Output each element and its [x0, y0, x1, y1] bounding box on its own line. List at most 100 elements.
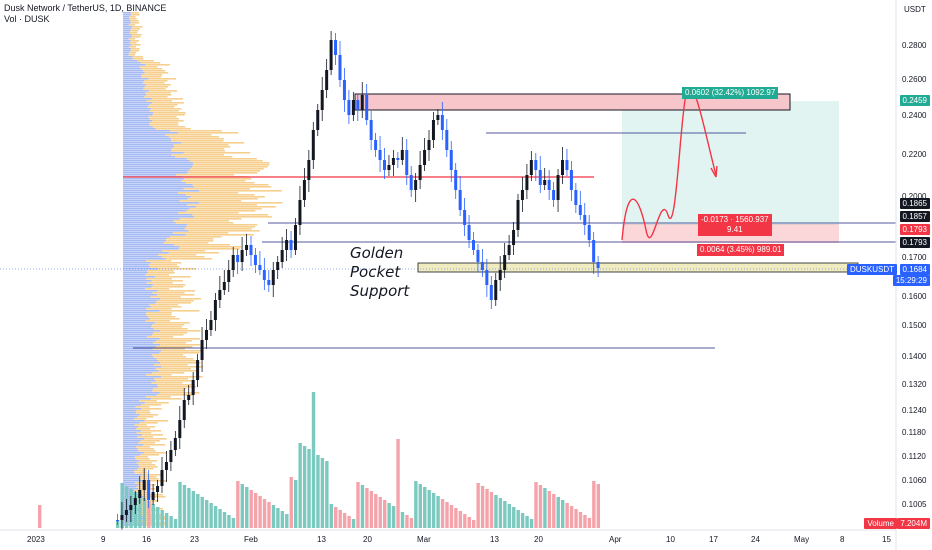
profile-row-sell — [130, 48, 140, 50]
profile-row-buy — [123, 468, 138, 470]
profile-row-sell — [149, 118, 179, 120]
profile-row-sell — [147, 270, 174, 272]
candle-body — [472, 240, 475, 250]
profile-row-buy — [123, 54, 129, 56]
profile-row-sell — [153, 332, 188, 334]
profile-row-sell — [145, 92, 171, 94]
target-price-tag: 0.2459 — [899, 95, 930, 106]
price-tick-label: 0.1700 — [902, 253, 927, 262]
golden-pocket-annotation[interactable]: Golden Pocket Support — [350, 244, 409, 301]
profile-row-buy — [123, 56, 133, 58]
profile-row-sell — [181, 180, 246, 182]
time-tick-label: Feb — [244, 535, 258, 544]
profile-row-sell — [146, 94, 172, 96]
candle-body — [360, 95, 364, 110]
profile-row-buy — [123, 418, 135, 420]
volume-bar — [329, 504, 333, 528]
golden-pocket-box[interactable] — [417, 262, 859, 273]
target-measure-label[interactable]: 0.0602 (32.42%) 1092.97 — [682, 87, 779, 99]
price-tick-label: 0.1500 — [902, 321, 927, 330]
profile-row-buy — [123, 312, 147, 314]
profile-row-sell — [140, 478, 159, 480]
stop-measure-label[interactable]: -0.0173 · 1560.937 9.41 — [698, 214, 772, 236]
profile-row-sell — [157, 290, 196, 292]
profile-row-sell — [157, 360, 197, 362]
profile-row-sell — [132, 58, 144, 60]
profile-row-buy — [123, 266, 150, 268]
candle-body — [187, 395, 191, 400]
profile-row-buy — [123, 374, 147, 376]
profile-row-sell — [180, 142, 245, 144]
candle-body — [561, 160, 564, 175]
volume-bar — [494, 495, 498, 528]
resistance-box[interactable] — [354, 93, 791, 111]
profile-row-sell — [150, 108, 182, 110]
profile-row-buy — [123, 432, 137, 434]
volume-bar — [507, 504, 511, 528]
profile-row-sell — [166, 240, 214, 242]
volume-bar — [592, 481, 596, 528]
volume-bar — [302, 446, 307, 528]
profile-row-sell — [139, 414, 159, 416]
profile-row-buy — [123, 368, 156, 370]
profile-row-buy — [123, 524, 143, 526]
profile-row-buy — [123, 88, 144, 90]
profile-row-sell — [153, 342, 187, 344]
profile-row-sell — [142, 82, 165, 84]
candle-body — [249, 245, 253, 255]
profile-row-sell — [160, 362, 201, 364]
profile-row-buy — [123, 184, 193, 186]
profile-row-sell — [151, 354, 184, 356]
profile-row-buy — [123, 36, 132, 38]
current-symbol-tag: DUSKUSDT — [846, 264, 897, 275]
volume-indicator-title[interactable]: Vol · DUSK — [4, 14, 50, 24]
candle-body — [569, 170, 573, 190]
volume-label-tag: Volume — [864, 518, 897, 529]
symbol-title[interactable]: Dusk Network / TetherUS, 1D, BINANCE — [4, 3, 167, 13]
profile-row-buy — [123, 394, 157, 396]
profile-row-sell — [178, 248, 240, 250]
time-tick-label: 20 — [363, 535, 372, 544]
volume-bar — [405, 515, 409, 528]
price-tick-label: 0.2000 — [902, 192, 927, 201]
profile-row-buy — [123, 178, 185, 180]
candle-body — [200, 340, 204, 360]
candle-body — [320, 90, 324, 110]
candle-body — [552, 190, 556, 200]
price-tick-label: 0.1005 — [902, 500, 927, 509]
candle-body — [512, 230, 516, 245]
profile-row-sell — [137, 448, 154, 450]
candle-body — [116, 520, 119, 521]
profile-row-sell — [159, 330, 201, 332]
volume-bar — [142, 498, 147, 528]
profile-row-sell — [130, 40, 140, 42]
profile-row-sell — [186, 210, 256, 212]
profile-row-buy — [123, 46, 130, 48]
profile-row-buy — [123, 186, 194, 188]
profile-row-buy — [123, 330, 160, 332]
profile-row-buy — [123, 200, 180, 202]
candle-body — [280, 250, 284, 262]
profile-row-sell — [173, 144, 229, 146]
volume-bar — [285, 514, 289, 528]
candle-body — [476, 250, 480, 262]
candle-body — [418, 165, 422, 180]
profile-row-buy — [123, 198, 188, 200]
profile-row-buy — [123, 62, 141, 64]
profile-row-buy — [123, 282, 147, 284]
volume-bar — [440, 499, 445, 528]
profile-row-buy — [123, 28, 132, 30]
small-measure-label[interactable]: 0.0064 (3.45%) 989.01 — [697, 244, 785, 256]
profile-row-buy — [123, 38, 129, 40]
profile-row-sell — [145, 288, 170, 290]
profile-row-sell — [155, 368, 191, 370]
time-tick-label: May — [794, 535, 810, 544]
profile-row-buy — [123, 356, 154, 358]
candle-body — [520, 190, 524, 200]
profile-row-sell — [146, 100, 172, 102]
volume-bar — [200, 497, 204, 528]
profile-row-buy — [123, 20, 131, 22]
level-price-tag-c: 0.1793 — [899, 224, 930, 235]
